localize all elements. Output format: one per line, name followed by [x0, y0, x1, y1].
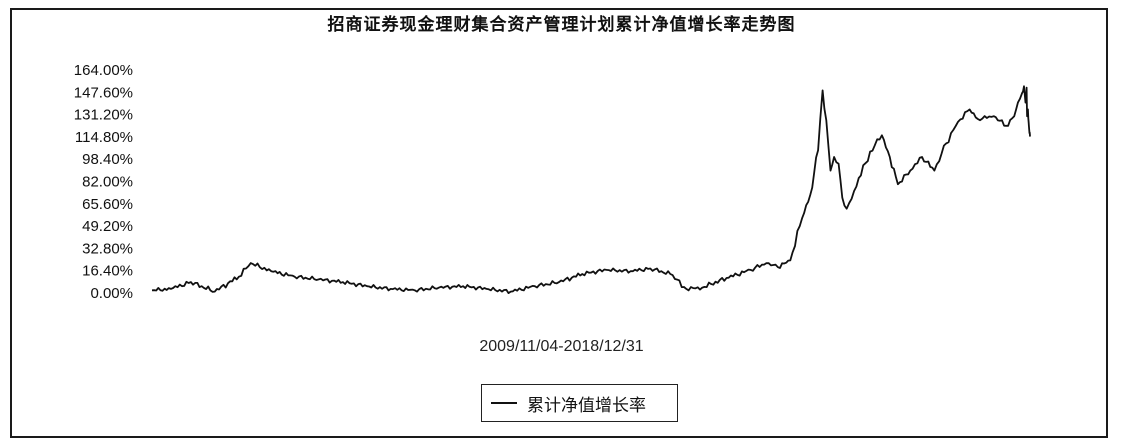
y-tick-label: 164.00% — [74, 62, 133, 79]
y-tick-label: 147.60% — [74, 84, 133, 101]
y-tick-label: 16.40% — [82, 263, 133, 280]
line-chart: 164.00% 147.60% 131.20% 114.80% 98.40% 82.00%… — [74, 62, 1031, 302]
x-range-label: 2009/11/04-2018/12/31 — [479, 338, 644, 355]
series-line-0 — [151, 85, 1031, 294]
chart-title: 招商证券现金理财集合资产管理计划累计净值增长率走势图 — [327, 15, 796, 35]
y-tick-label: 131.20% — [74, 107, 133, 124]
legend-series-label: 累计净值增长率 — [527, 395, 646, 416]
y-tick-label: 32.80% — [82, 240, 133, 257]
legend-line-swatch — [491, 402, 517, 404]
y-tick-label: 98.40% — [82, 151, 133, 168]
legend: 累计净值增长率 — [481, 384, 678, 422]
y-tick-label: 65.60% — [82, 196, 133, 213]
y-tick-label: 49.20% — [82, 218, 133, 235]
y-tick-label: 114.80% — [75, 129, 133, 146]
y-axis-tick-labels: 164.00% 147.60% 131.20% 114.80% 98.40% 82.00%… — [74, 62, 133, 302]
y-tick-label: 0.00% — [90, 285, 133, 302]
y-tick-label: 82.00% — [82, 174, 133, 191]
series-layer — [151, 85, 1031, 294]
chart-frame — [10, 8, 1108, 438]
